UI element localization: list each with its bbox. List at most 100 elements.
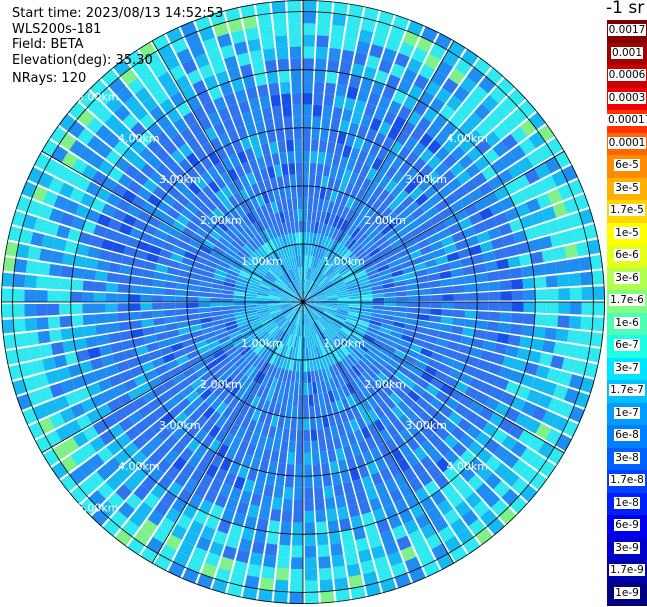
range-gate-cell bbox=[163, 295, 176, 302]
range-gate-cell bbox=[339, 265, 350, 275]
range-gate-cell bbox=[371, 312, 384, 319]
range-gate-cell bbox=[281, 510, 293, 523]
range-gate-cell bbox=[371, 157, 384, 171]
range-gate-cell bbox=[269, 339, 278, 351]
range-gate-cell bbox=[456, 170, 472, 185]
range-gate-cell bbox=[232, 512, 246, 527]
range-gate-cell bbox=[246, 311, 259, 318]
range-gate-cell bbox=[269, 141, 279, 155]
range-gate-cell bbox=[261, 318, 273, 326]
range-gate-cell bbox=[234, 399, 245, 413]
range-gate-cell bbox=[312, 270, 319, 282]
range-gate-cell bbox=[75, 386, 91, 402]
range-gate-cell bbox=[268, 303, 280, 306]
range-gate-cell bbox=[114, 466, 131, 483]
range-gate-cell bbox=[462, 179, 478, 194]
range-gate-cell bbox=[513, 359, 528, 373]
range-gate-cell bbox=[520, 484, 538, 503]
range-gate-cell bbox=[364, 208, 376, 221]
range-gate-cell bbox=[378, 268, 392, 277]
range-gate-cell bbox=[280, 332, 288, 344]
range-gate-cell bbox=[359, 339, 372, 350]
range-gate-cell bbox=[254, 268, 266, 277]
range-gate-cell bbox=[346, 15, 362, 29]
range-gate-cell bbox=[70, 449, 87, 466]
range-gate-cell bbox=[278, 276, 288, 286]
range-gate-cell bbox=[398, 442, 413, 458]
range-gate-cell bbox=[381, 47, 397, 63]
range-gate-cell bbox=[498, 322, 511, 334]
range-gate-cell bbox=[163, 81, 180, 98]
range-gate-cell bbox=[371, 342, 384, 353]
range-gate-cell bbox=[285, 346, 291, 359]
range-gate-cell bbox=[235, 387, 247, 400]
range-gate-cell bbox=[505, 407, 521, 423]
range-gate-cell bbox=[171, 164, 186, 179]
range-gate-cell bbox=[295, 151, 302, 163]
range-gate-cell bbox=[466, 67, 485, 85]
range-gate-cell bbox=[117, 501, 135, 519]
range-gate-cell bbox=[159, 248, 173, 259]
range-gate-cell bbox=[257, 434, 267, 448]
range-gate-cell bbox=[391, 170, 405, 184]
range-gate-cell bbox=[233, 302, 246, 306]
range-gate-cell bbox=[142, 326, 156, 336]
range-gate-cell bbox=[538, 235, 553, 250]
range-gate-cell bbox=[152, 317, 166, 326]
range-gate-cell bbox=[322, 343, 330, 355]
range-gate-cell bbox=[200, 171, 214, 185]
range-gate-cell bbox=[351, 63, 365, 78]
range-gate-cell bbox=[398, 254, 412, 264]
range-ring-label: 1.00km bbox=[323, 255, 365, 268]
range-gate-cell bbox=[303, 302, 307, 314]
range-gate-cell bbox=[303, 116, 312, 128]
range-gate-cell bbox=[295, 464, 303, 477]
range-gate-cell bbox=[175, 302, 188, 309]
range-gate-cell bbox=[318, 318, 328, 328]
range-gate-cell bbox=[280, 305, 293, 311]
range-gate-cell bbox=[215, 189, 228, 203]
range-gate-cell bbox=[318, 234, 325, 247]
range-gate-cell bbox=[397, 105, 412, 121]
range-gate-cell bbox=[494, 402, 510, 417]
range-gate-cell bbox=[378, 161, 391, 175]
range-gate-cell bbox=[337, 299, 350, 302]
range-gate-cell bbox=[323, 329, 333, 340]
range-gate-cell bbox=[270, 288, 282, 294]
range-gate-cell bbox=[341, 49, 355, 64]
range-gate-cell bbox=[373, 375, 386, 388]
range-gate-cell bbox=[244, 333, 257, 343]
range-gate-cell bbox=[96, 213, 112, 228]
range-gate-cell bbox=[251, 273, 263, 281]
range-gate-cell bbox=[218, 556, 234, 572]
range-gate-cell bbox=[546, 137, 564, 155]
range-gate-cell bbox=[314, 334, 320, 347]
range-gate-cell bbox=[313, 307, 324, 314]
range-gate-cell bbox=[372, 215, 385, 228]
range-gate-cell bbox=[545, 275, 559, 288]
range-gate-cell bbox=[134, 249, 148, 260]
range-gate-cell bbox=[285, 285, 295, 295]
range-gate-cell bbox=[365, 330, 378, 339]
range-gate-cell bbox=[227, 269, 240, 278]
range-gate-cell bbox=[67, 228, 82, 242]
range-gate-cell bbox=[265, 202, 274, 216]
range-gate-cell bbox=[589, 254, 604, 270]
range-gate-cell bbox=[310, 256, 315, 269]
range-gate-cell bbox=[468, 244, 483, 256]
range-gate-cell bbox=[314, 70, 326, 83]
range-gate-cell bbox=[580, 316, 593, 331]
range-gate-cell bbox=[280, 296, 292, 300]
range-gate-cell bbox=[527, 350, 542, 364]
range-gate-cell bbox=[319, 277, 329, 287]
range-gate-cell bbox=[231, 78, 245, 93]
range-gate-cell bbox=[288, 209, 294, 222]
range-gate-cell bbox=[335, 191, 344, 205]
range-gate-cell bbox=[355, 345, 367, 356]
range-gate-cell bbox=[443, 243, 458, 255]
range-gate-cell bbox=[257, 290, 270, 295]
range-gate-cell bbox=[273, 23, 288, 37]
range-gate-cell bbox=[303, 302, 315, 307]
range-gate-cell bbox=[286, 334, 293, 347]
range-gate-cell bbox=[238, 323, 250, 331]
